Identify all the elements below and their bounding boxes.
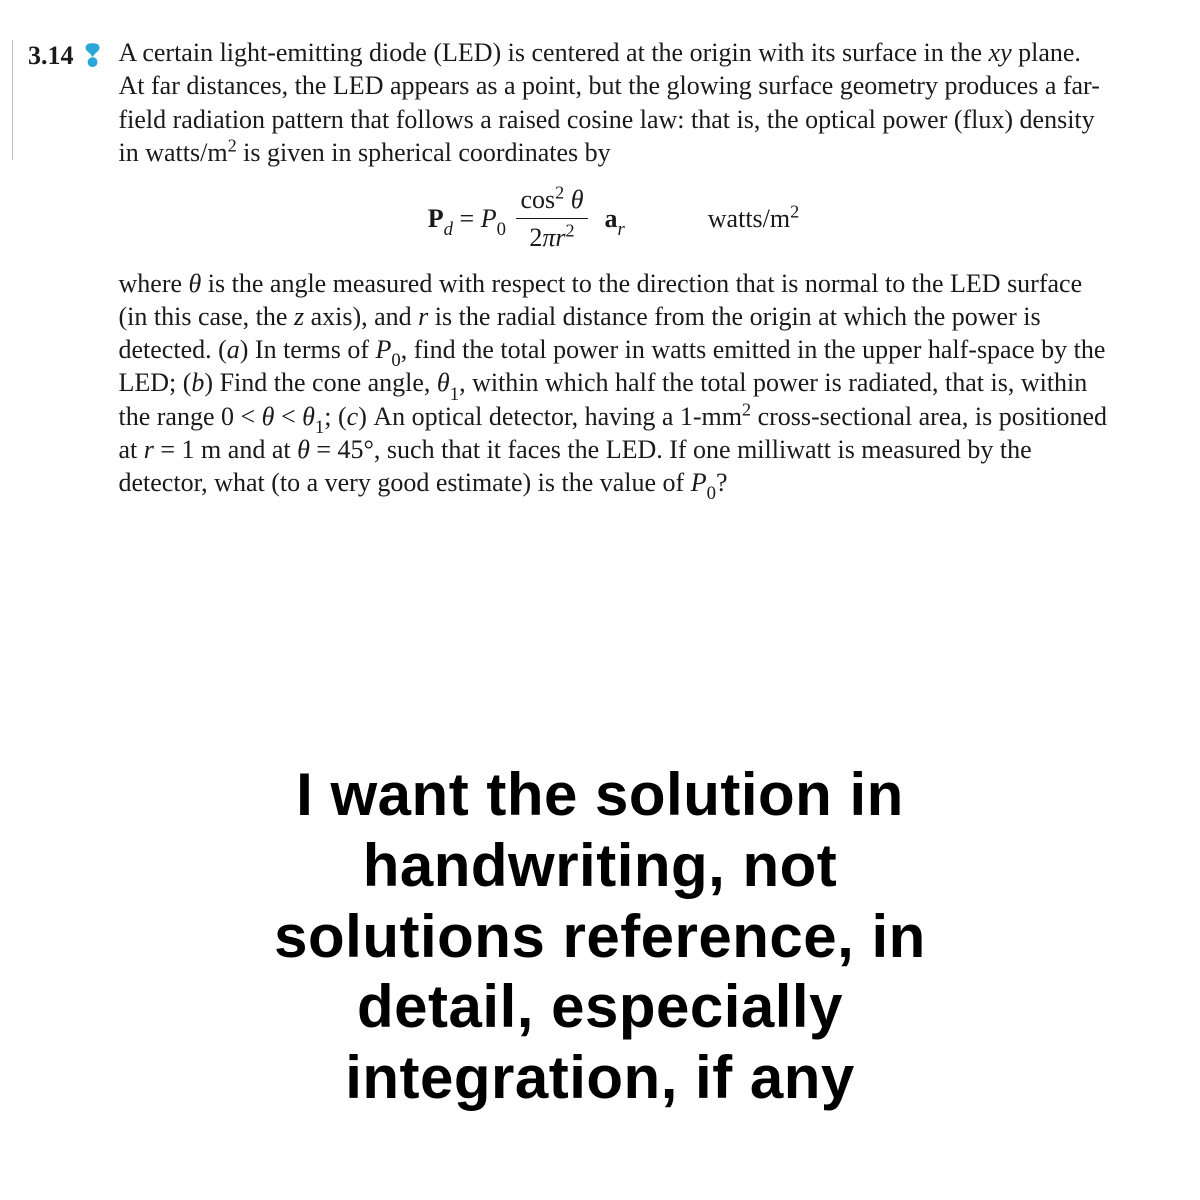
theta1: θ <box>437 368 450 397</box>
problem-block: 3.14 ❢ A certain light-emitting diode (L… <box>28 36 1128 499</box>
theta4: θ <box>297 435 310 464</box>
problem-para-2: where θ is the angle measured with respe… <box>119 269 1108 498</box>
var-xy: xy <box>989 38 1012 67</box>
t: ? <box>716 468 728 497</box>
t: axis), and <box>304 302 418 331</box>
sup: 2 <box>228 135 237 155</box>
text: is given in spherical coordinates by <box>237 138 611 167</box>
sub-0: 0 <box>497 219 506 240</box>
request-line-3: solutions reference, in <box>0 902 1200 973</box>
b-label: b <box>191 368 204 397</box>
unit-sup: 2 <box>790 202 799 222</box>
eq-units: watts/m2 <box>708 202 799 235</box>
P: P <box>376 335 392 364</box>
sub0: 0 <box>391 350 400 371</box>
request-line-1: I want the solution in <box>0 760 1200 831</box>
t: = 1 m and at <box>154 435 297 464</box>
t: ) In terms of <box>240 335 376 364</box>
a: a <box>605 204 618 233</box>
t: ; ( <box>324 402 346 431</box>
left-margin-rule <box>12 40 13 160</box>
t: where <box>119 269 189 298</box>
eq-sign: = <box>453 204 481 233</box>
c-label: c <box>347 402 359 431</box>
sup2: 2 <box>555 182 564 202</box>
theta: θ <box>262 402 275 431</box>
theta1b: θ <box>302 402 315 431</box>
sym-P0: P <box>481 204 497 233</box>
equation-line: Pd = P0 cos2 θ 2πr2 ar watts/m2 <box>119 183 1109 255</box>
request-line-2: handwriting, not <box>0 831 1200 902</box>
cos: cos <box>520 185 555 214</box>
problem-number: 3.14 <box>28 41 74 70</box>
theta: θ <box>189 269 202 298</box>
sub0b: 0 <box>707 483 716 504</box>
two: 2 <box>529 223 542 252</box>
t: < <box>274 402 302 431</box>
request-line-5: integration, if any <box>0 1043 1200 1114</box>
r: r <box>418 302 428 331</box>
P2: P <box>691 468 707 497</box>
sub-r: r <box>618 219 625 240</box>
r: r <box>555 223 565 252</box>
frac-num: cos2 θ <box>516 183 587 218</box>
eq-lhs: Pd = P0 <box>428 202 506 235</box>
request-line-4: detail, especially <box>0 972 1200 1043</box>
t: ) Find the cone angle, <box>204 368 437 397</box>
sub1: 1 <box>450 384 459 405</box>
sub1b: 1 <box>315 417 324 438</box>
mm-sup: 2 <box>742 399 751 419</box>
pi: π <box>542 223 555 252</box>
eq-fraction: cos2 θ 2πr2 <box>516 183 587 255</box>
z: z <box>294 302 304 331</box>
problem-body: A certain light-emitting diode (LED) is … <box>119 36 1109 499</box>
eq-ar: ar <box>598 202 625 235</box>
page: 3.14 ❢ A certain light-emitting diode (L… <box>0 0 1200 1200</box>
r2: r <box>144 435 154 464</box>
sym-P: P <box>428 204 444 233</box>
frac-den: 2πr2 <box>516 218 587 254</box>
a-label: a <box>227 335 240 364</box>
problem-number-cell: 3.14 ❢ <box>28 36 112 74</box>
theta: θ <box>564 185 583 214</box>
t: ) An optical detector, having a 1-mm <box>358 402 742 431</box>
unit: watts/m <box>708 204 790 233</box>
problem-para-1: A certain light-emitting diode (LED) is … <box>119 38 1100 167</box>
text: A certain light-emitting diode (LED) is … <box>119 38 989 67</box>
user-request-text: I want the solution in handwriting, not … <box>0 760 1200 1114</box>
difficulty-marker-icon: ❢ <box>80 40 105 73</box>
sub-d: d <box>444 219 453 240</box>
sup2b: 2 <box>566 221 575 241</box>
